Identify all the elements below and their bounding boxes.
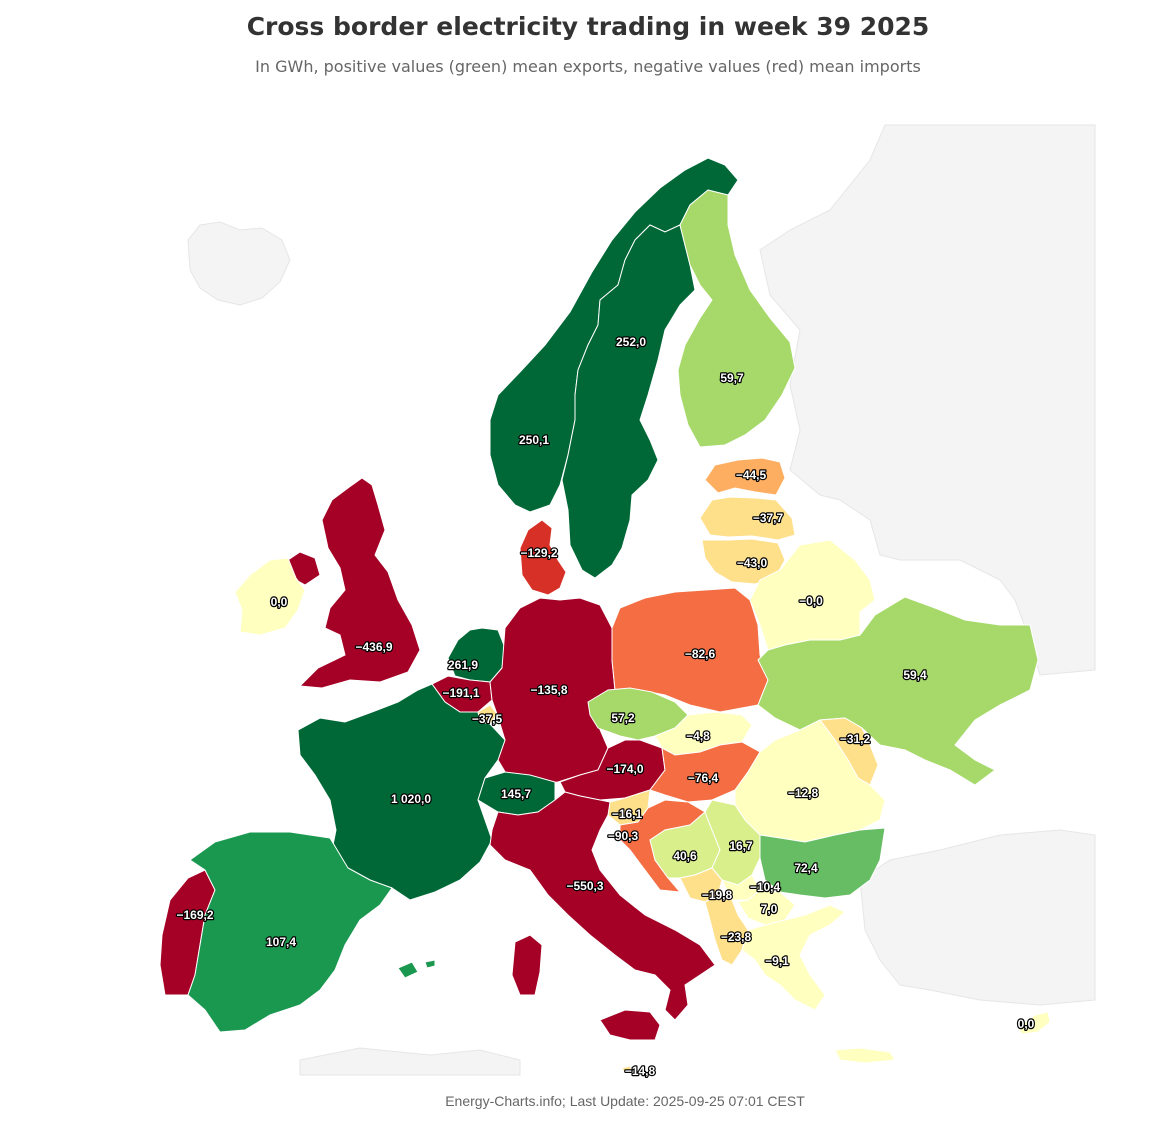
country-united-kingdom[interactable] xyxy=(287,477,421,689)
value-label-by: −0,0 xyxy=(799,594,823,608)
value-label-it: −550,3 xyxy=(566,879,603,893)
value-label-ee: −44,5 xyxy=(736,468,767,482)
value-label-rs: 16,7 xyxy=(729,839,753,853)
value-label-be: −191,1 xyxy=(442,686,479,700)
country-denmark[interactable] xyxy=(519,519,567,596)
value-label-no: 252,0 xyxy=(616,335,646,349)
country-italy[interactable] xyxy=(489,791,716,1041)
value-label-cz: 57,2 xyxy=(611,711,635,725)
value-label-fi: 59,7 xyxy=(720,371,744,385)
north-africa-land xyxy=(299,1047,521,1076)
value-label-sk: −4,8 xyxy=(686,729,710,743)
country-latvia[interactable] xyxy=(699,496,796,541)
value-label-bg: 72,4 xyxy=(794,861,818,875)
country-ireland[interactable] xyxy=(234,557,306,636)
country-france[interactable] xyxy=(297,683,506,901)
value-label-lv: −37,7 xyxy=(753,511,784,525)
value-label-ro: −12,8 xyxy=(788,786,819,800)
value-label-gr: −9,1 xyxy=(765,954,789,968)
country-shapes xyxy=(159,157,1051,1073)
credits[interactable]: Energy-Charts.info; Last Update: 2025-09… xyxy=(445,1093,805,1109)
value-label-md: −31,2 xyxy=(840,732,871,746)
country-montenegro[interactable] xyxy=(679,867,723,903)
value-label-pt: −169,2 xyxy=(176,908,213,922)
value-label-dk: −129,2 xyxy=(520,546,557,560)
background-land xyxy=(187,124,1096,1076)
value-label-pl: −82,6 xyxy=(685,647,716,661)
value-label-mt: −14,8 xyxy=(625,1064,656,1078)
value-labels: 252,0 250,1 59,7 −44,5 −37,7 −43,0 −129,2 −436,… xyxy=(175,334,1036,1079)
country-greece[interactable] xyxy=(741,904,896,1064)
country-spain[interactable] xyxy=(187,831,436,1033)
country-bulgaria[interactable] xyxy=(759,827,886,899)
value-label-ua: 59,4 xyxy=(903,668,927,682)
value-label-hu: −76,4 xyxy=(688,771,719,785)
turkey-land xyxy=(859,829,1096,1006)
country-cyprus[interactable] xyxy=(1017,1011,1051,1035)
country-estonia[interactable] xyxy=(704,457,786,496)
value-label-es: 107,4 xyxy=(266,935,296,949)
country-malta[interactable] xyxy=(621,1065,633,1073)
value-label-lt: −43,0 xyxy=(737,556,768,570)
value-label-si: −16,1 xyxy=(612,807,643,821)
iceland-land xyxy=(187,221,291,306)
value-label-ie: 0,0 xyxy=(271,595,288,609)
value-label-de: −135,8 xyxy=(530,683,567,697)
country-finland[interactable] xyxy=(677,189,796,448)
value-label-lu: −37,5 xyxy=(472,712,503,726)
value-label-nl: 261,9 xyxy=(448,658,478,672)
value-label-at: −174,0 xyxy=(606,762,643,776)
value-label-gb: −436,9 xyxy=(355,640,392,654)
chart-title: Cross border electricity trading in week… xyxy=(246,12,930,41)
country-north-macedonia[interactable] xyxy=(737,889,796,926)
value-label-ch: 145,7 xyxy=(501,787,531,801)
country-sweden[interactable] xyxy=(561,224,696,579)
value-label-hr: −90,3 xyxy=(608,829,639,843)
value-label-ba: 40,6 xyxy=(673,849,697,863)
value-label-me: −19,8 xyxy=(702,888,733,902)
value-label-se: 250,1 xyxy=(519,433,549,447)
value-label-fr: 1 020,0 xyxy=(391,792,431,806)
value-label-xk: −10,4 xyxy=(750,880,781,894)
chart-subtitle: In GWh, positive values (green) mean exp… xyxy=(255,57,921,76)
value-label-mk: 7,0 xyxy=(761,902,778,916)
value-label-al: −23,8 xyxy=(721,930,752,944)
value-label-cy: 0,0 xyxy=(1018,1017,1035,1031)
